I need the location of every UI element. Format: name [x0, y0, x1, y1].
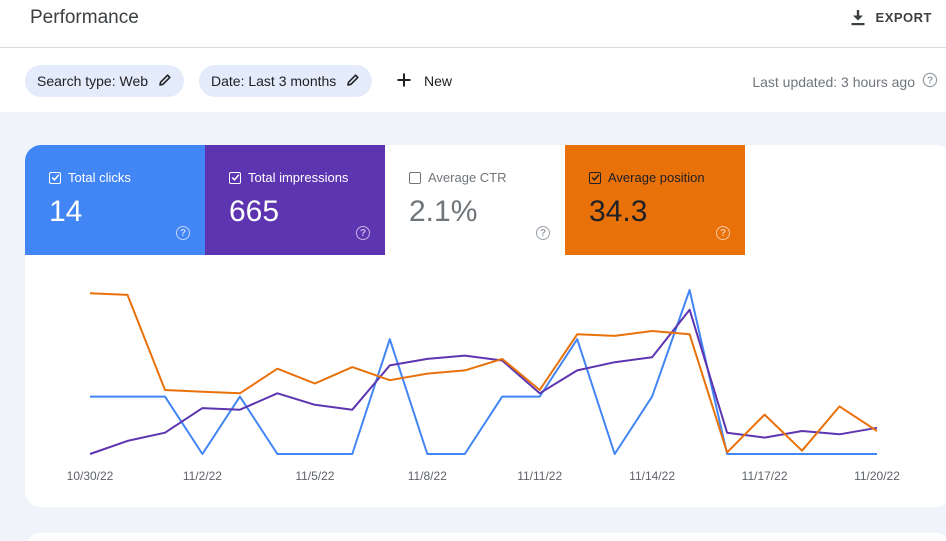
pencil-icon	[158, 73, 172, 90]
new-filter-button[interactable]: New	[396, 70, 452, 92]
metric-total-clicks[interactable]: Total clicks 14 ?	[25, 145, 205, 255]
pencil-icon	[346, 73, 360, 90]
help-icon[interactable]: ?	[176, 226, 190, 240]
x-tick-label: 11/11/22	[517, 469, 562, 483]
x-tick-label: 11/8/22	[408, 469, 447, 483]
checkbox-unchecked-icon[interactable]	[409, 171, 421, 184]
svg-text:?: ?	[927, 76, 933, 87]
metric-value: 14	[49, 195, 83, 228]
x-tick-label: 11/2/22	[183, 469, 222, 483]
header-bar: Performance EXPORT	[0, 0, 946, 48]
metric-label: Total impressions	[248, 170, 349, 185]
series-line-average-position	[89, 292, 878, 454]
export-label: EXPORT	[875, 9, 932, 25]
export-button[interactable]: EXPORT	[850, 7, 932, 27]
metric-average-position[interactable]: Average position 34.3 ?	[565, 145, 745, 255]
performance-card: Total clicks 14 ? Total impressions 665 …	[25, 145, 946, 507]
metric-value: 665	[229, 195, 280, 228]
last-updated: Last updated: 3 hours ago ?	[752, 72, 938, 91]
search-type-chip[interactable]: Search type: Web	[25, 65, 185, 97]
x-tick-label: 11/20/22	[854, 469, 900, 483]
checkbox-checked-icon[interactable]	[49, 171, 61, 184]
metric-label: Average position	[608, 170, 705, 185]
next-card	[25, 533, 946, 541]
download-icon	[850, 9, 866, 26]
help-icon[interactable]: ?	[356, 226, 370, 240]
checkbox-checked-icon[interactable]	[229, 171, 241, 184]
metric-label: Average CTR	[428, 170, 507, 185]
series-line-total-impressions	[89, 308, 878, 455]
metric-value: 2.1%	[409, 195, 478, 228]
help-icon[interactable]: ?	[536, 226, 550, 240]
help-icon[interactable]: ?	[716, 226, 730, 240]
x-tick-label: 11/17/22	[742, 469, 788, 483]
plus-icon	[396, 72, 412, 91]
page-title: Performance	[30, 7, 139, 28]
metric-label: Total clicks	[68, 170, 131, 185]
checkbox-checked-icon[interactable]	[589, 171, 601, 184]
search-type-label: Search type: Web	[37, 73, 149, 89]
metric-value: 34.3	[589, 195, 648, 228]
performance-line-chart[interactable]: 10/30/22 11/2/22 11/5/22 11/8/22 11/11/22 11/…	[25, 255, 946, 507]
x-tick-label: 11/14/22	[629, 469, 675, 483]
metric-average-ctr[interactable]: Average CTR 2.1% ?	[385, 145, 565, 255]
metric-total-impressions[interactable]: Total impressions 665 ?	[205, 145, 385, 255]
series-line-total-clicks	[90, 289, 877, 455]
help-icon[interactable]: ?	[922, 72, 938, 91]
x-tick-label: 10/30/22	[67, 469, 114, 483]
filter-bar: Search type: Web Date: Last 3 months New…	[0, 48, 946, 112]
date-chip[interactable]: Date: Last 3 months	[199, 65, 373, 97]
new-filter-label: New	[424, 73, 453, 89]
x-tick-label: 11/5/22	[295, 469, 334, 483]
date-label: Date: Last 3 months	[211, 73, 337, 89]
last-updated-text: Last updated: 3 hours ago	[752, 73, 915, 90]
